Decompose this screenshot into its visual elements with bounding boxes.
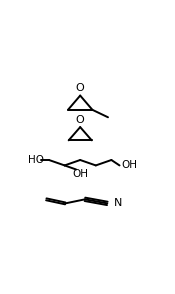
Text: HO: HO xyxy=(28,155,44,165)
Text: O: O xyxy=(76,115,85,125)
Text: OH: OH xyxy=(72,168,88,178)
Text: O: O xyxy=(76,83,85,93)
Text: OH: OH xyxy=(122,161,138,171)
Text: N: N xyxy=(113,198,122,208)
